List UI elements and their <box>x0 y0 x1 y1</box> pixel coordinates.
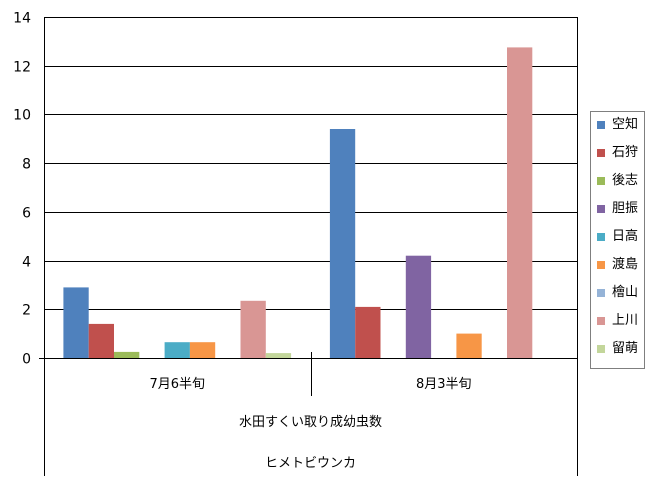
legend-label: 石狩 <box>612 145 639 160</box>
x-tick-label: 8月3半旬 <box>416 377 472 392</box>
legend-swatch <box>597 233 605 241</box>
legend-label: 檜山 <box>612 285 639 300</box>
bar <box>405 255 432 358</box>
bar <box>164 342 190 358</box>
y-tick-label: 8 <box>22 157 31 173</box>
y-tick-label: 10 <box>13 108 31 124</box>
legend-item: 後志 <box>591 173 644 201</box>
bar <box>329 129 356 358</box>
bar <box>189 342 216 358</box>
legend-label: 留萌 <box>612 341 639 356</box>
chart-legend: 空知石狩後志胆振日高渡島檜山上川留萌 <box>590 111 645 369</box>
legend-swatch <box>597 289 605 297</box>
legend-swatch <box>597 177 605 185</box>
legend-label: 胆振 <box>612 201 639 216</box>
bar <box>265 353 292 358</box>
bar <box>507 47 533 359</box>
legend-label: 上川 <box>612 313 639 328</box>
legend-swatch <box>597 121 605 129</box>
y-tick-label: 6 <box>22 206 31 222</box>
bar <box>240 300 266 358</box>
x-group-label: 水田すくい取り成幼虫数 <box>239 415 382 430</box>
legend-label: 渡島 <box>612 257 639 272</box>
legend-swatch <box>597 205 605 213</box>
legend-label: 空知 <box>612 117 639 132</box>
legend-swatch <box>597 261 605 269</box>
legend-label: 日高 <box>612 229 639 244</box>
y-tick-label: 4 <box>22 255 31 271</box>
legend-item: 檜山 <box>591 285 644 313</box>
x-tick-label: 7月6半旬 <box>149 377 205 392</box>
legend-item: 石狩 <box>591 145 644 173</box>
y-tick-label: 12 <box>13 60 31 76</box>
legend-item: 胆振 <box>591 201 644 229</box>
y-tick-label: 0 <box>22 352 31 368</box>
bar <box>88 323 114 358</box>
legend-swatch <box>597 345 605 353</box>
bar <box>63 287 89 358</box>
y-tick-label: 14 <box>13 11 31 27</box>
legend-item: 日高 <box>591 229 644 257</box>
legend-label: 後志 <box>612 173 639 188</box>
y-tick-label: 2 <box>22 303 31 319</box>
bar <box>114 351 140 358</box>
legend-swatch <box>597 317 605 325</box>
legend-item: 上川 <box>591 313 644 341</box>
bar <box>456 333 482 358</box>
legend-swatch <box>597 149 605 157</box>
legend-item: 渡島 <box>591 257 644 285</box>
legend-item: 留萌 <box>591 341 644 369</box>
legend-item: 空知 <box>591 117 644 145</box>
bar <box>355 306 381 358</box>
x-group-label: ヒメトビウンカ <box>265 456 356 471</box>
